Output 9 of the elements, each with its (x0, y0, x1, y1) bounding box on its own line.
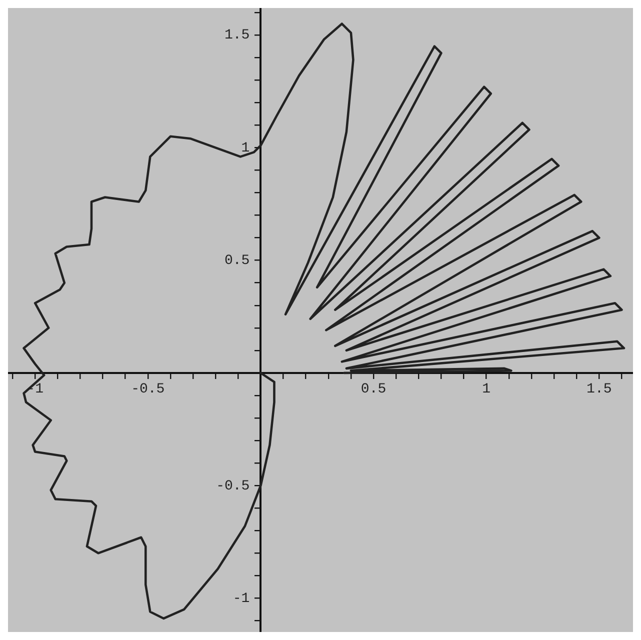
x-tick-label: 1.5 (586, 382, 612, 398)
y-tick-label: 0.5 (224, 253, 250, 270)
y-tick-label: -0.5 (216, 478, 250, 494)
y-tick-label: -1 (232, 590, 250, 607)
y-tick-label: 1 (241, 140, 250, 156)
x-tick-label: 0.5 (360, 382, 386, 398)
x-tick-label: -0.5 (131, 382, 165, 398)
x-tick-label: 1 (482, 382, 491, 398)
y-tick-label: 1.5 (224, 28, 250, 44)
